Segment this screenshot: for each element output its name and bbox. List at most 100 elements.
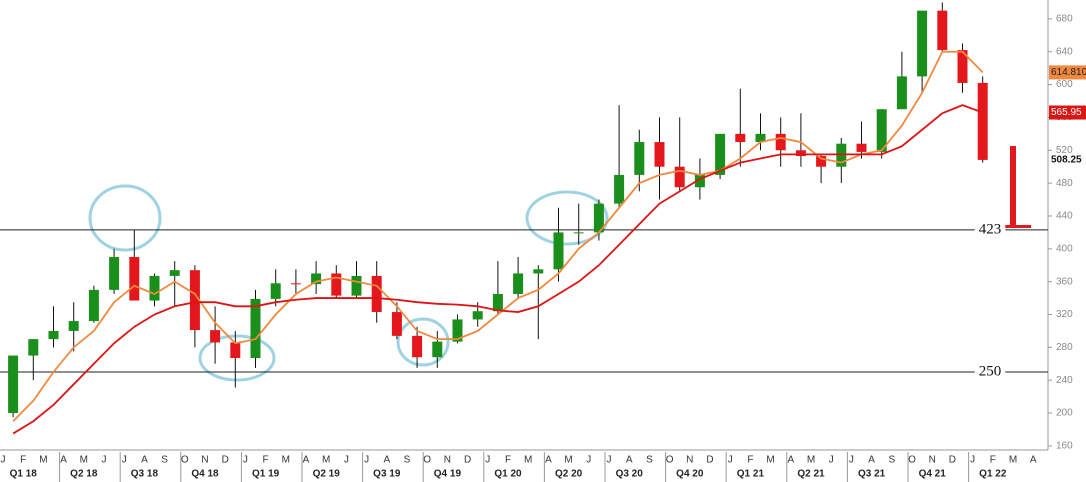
x-tick-label: O — [908, 455, 916, 466]
price-tag — [1049, 152, 1086, 167]
circle — [88, 184, 162, 252]
x-tick-label: M — [39, 455, 47, 466]
candle-body — [169, 270, 180, 276]
quarter-label: Q4 19 — [434, 469, 462, 480]
candle-body — [876, 109, 887, 152]
candle-body — [513, 273, 524, 294]
moving-average — [12, 50, 984, 422]
price-tag-label: 614.810 — [1051, 67, 1086, 78]
price-tag-label: 508.25 — [1051, 155, 1082, 166]
candle-body — [28, 339, 39, 356]
x-tick-label: M — [766, 455, 774, 466]
x-tick-label: A — [60, 455, 67, 466]
candle-body — [230, 342, 241, 359]
y-tick-label: 480 — [1056, 178, 1073, 189]
x-tick-label: J — [586, 455, 591, 466]
candle-body — [452, 319, 463, 342]
candle-body — [614, 174, 625, 204]
candle-body — [937, 10, 948, 51]
candle-body — [68, 321, 79, 331]
x-tick-label: A — [303, 455, 310, 466]
candle-body — [270, 283, 281, 299]
x-tick-label: A — [383, 455, 390, 466]
drop-bar — [1010, 146, 1016, 226]
x-tick-label: J — [829, 455, 834, 466]
x-tick-label: D — [949, 455, 956, 466]
candle-body — [311, 273, 322, 285]
candle-body — [553, 232, 564, 270]
x-tick-label: M — [322, 455, 330, 466]
y-tick-label: 200 — [1056, 408, 1073, 419]
y-tick-label: 240 — [1056, 375, 1073, 386]
candle-body — [109, 257, 120, 290]
x-tick-label: J — [1, 455, 6, 466]
x-tick-label: J — [970, 455, 975, 466]
x-tick-label: M — [564, 455, 572, 466]
x-tick-label: N — [201, 455, 208, 466]
y-tick-label: 600 — [1056, 79, 1073, 90]
drop-base — [995, 225, 1031, 228]
x-tick-label: M — [524, 455, 532, 466]
candle-body — [957, 50, 968, 83]
candle-body — [694, 174, 705, 188]
candle-body — [331, 273, 342, 296]
quarter-label: Q1 21 — [737, 469, 765, 480]
x-tick-label: M — [282, 455, 290, 466]
candle-body — [573, 232, 584, 234]
x-tick-label: F — [990, 455, 996, 466]
candle-body — [432, 341, 443, 358]
x-tick-label: N — [929, 455, 936, 466]
candle-body — [674, 166, 685, 188]
candle-body — [593, 203, 604, 233]
candle-body — [715, 133, 726, 175]
quarter-label: Q2 21 — [797, 469, 825, 480]
y-tick-label: 360 — [1056, 276, 1073, 287]
x-tick-label: J — [102, 455, 107, 466]
x-tick-label: O — [666, 455, 674, 466]
candle-body — [8, 355, 19, 414]
drop-marker — [995, 146, 1031, 228]
candle-body — [654, 142, 665, 167]
x-tick-label: S — [404, 455, 411, 466]
x-tick-label: J — [364, 455, 369, 466]
candle-body — [795, 150, 806, 157]
x-tick-label: A — [1030, 455, 1037, 466]
quarter-label: Q2 19 — [313, 469, 341, 480]
candle-body — [977, 82, 988, 160]
candle-body — [492, 293, 503, 312]
candle-body — [371, 275, 382, 313]
candle-body — [48, 330, 59, 340]
x-tick-label: J — [728, 455, 733, 466]
level-label-bg — [974, 221, 1006, 238]
quarter-label: Q3 19 — [373, 469, 401, 480]
x-tick-label: F — [263, 455, 269, 466]
level-label-bg — [974, 363, 1006, 380]
x-tick-label: S — [888, 455, 895, 466]
candle-body — [210, 330, 221, 343]
quarter-label: Q3 18 — [131, 469, 159, 480]
quarter-label: Q1 18 — [10, 469, 38, 480]
candle-body — [917, 10, 928, 77]
circle — [525, 190, 609, 246]
price-tag — [1049, 105, 1086, 120]
quarter-label: Q3 20 — [616, 469, 644, 480]
quarter-label: Q2 20 — [555, 469, 583, 480]
x-tick-label: D — [464, 455, 471, 466]
candle-body — [533, 269, 544, 274]
quarter-label: Q2 18 — [70, 469, 98, 480]
y-tick-label: 440 — [1056, 211, 1073, 222]
candle-body — [412, 335, 423, 358]
level-label: 250 — [979, 363, 1002, 379]
y-tick-label: 520 — [1056, 145, 1073, 156]
candle-body — [634, 142, 645, 175]
x-tick-label: A — [868, 455, 875, 466]
x-tick-label: J — [607, 455, 612, 466]
quarter-label: Q1 20 — [494, 469, 522, 480]
x-tick-label: A — [141, 455, 148, 466]
candle-body — [856, 143, 867, 152]
candle-body — [250, 298, 261, 359]
x-tick-label: S — [161, 455, 168, 466]
level-label: 423 — [979, 221, 1002, 237]
x-tick-label: N — [444, 455, 451, 466]
